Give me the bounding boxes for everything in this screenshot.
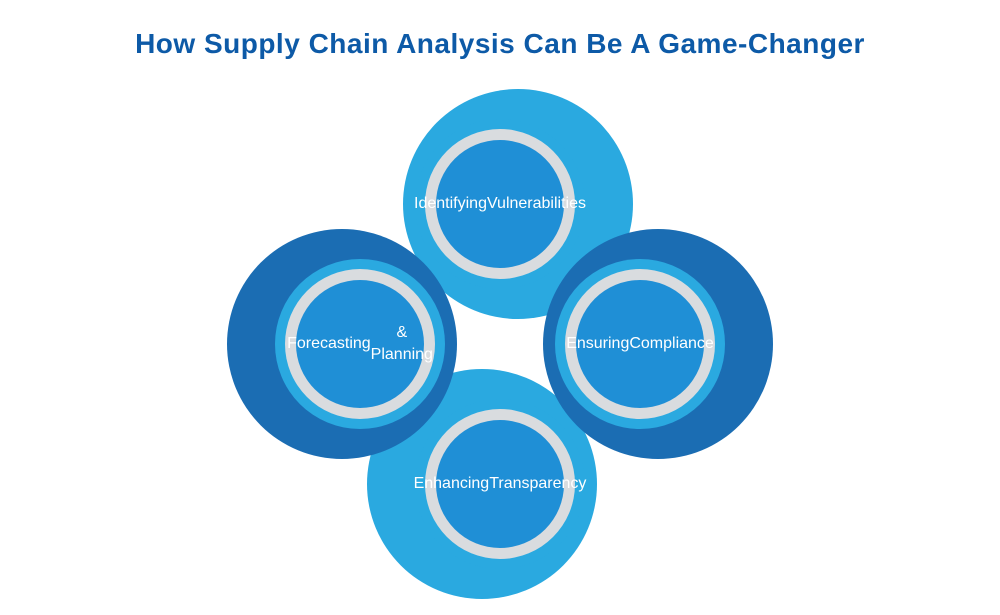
node-top: IdentifyingVulnerabilities [415, 119, 585, 289]
node-label-bottom: EnhancingTransparency [436, 420, 564, 548]
node-label-line: Enhancing [414, 473, 490, 495]
node-label-line: Forecasting [287, 333, 371, 355]
node-label-line: Vulnerabilities [487, 193, 586, 215]
node-label-right: EnsuringCompliance [576, 280, 704, 408]
node-label-line: Compliance [629, 333, 713, 355]
node-bottom: EnhancingTransparency [415, 399, 585, 569]
node-label-line: Transparency [489, 473, 586, 495]
node-label-line: Ensuring [566, 333, 629, 355]
node-label-top: IdentifyingVulnerabilities [436, 140, 564, 268]
node-label-line: & Planning [371, 322, 433, 365]
node-label-line: Identifying [414, 193, 487, 215]
node-label-left: Forecasting& Planning [296, 280, 424, 408]
diagram-stage: Forecasting& PlanningEnsuringComplianceI… [0, 0, 1000, 615]
